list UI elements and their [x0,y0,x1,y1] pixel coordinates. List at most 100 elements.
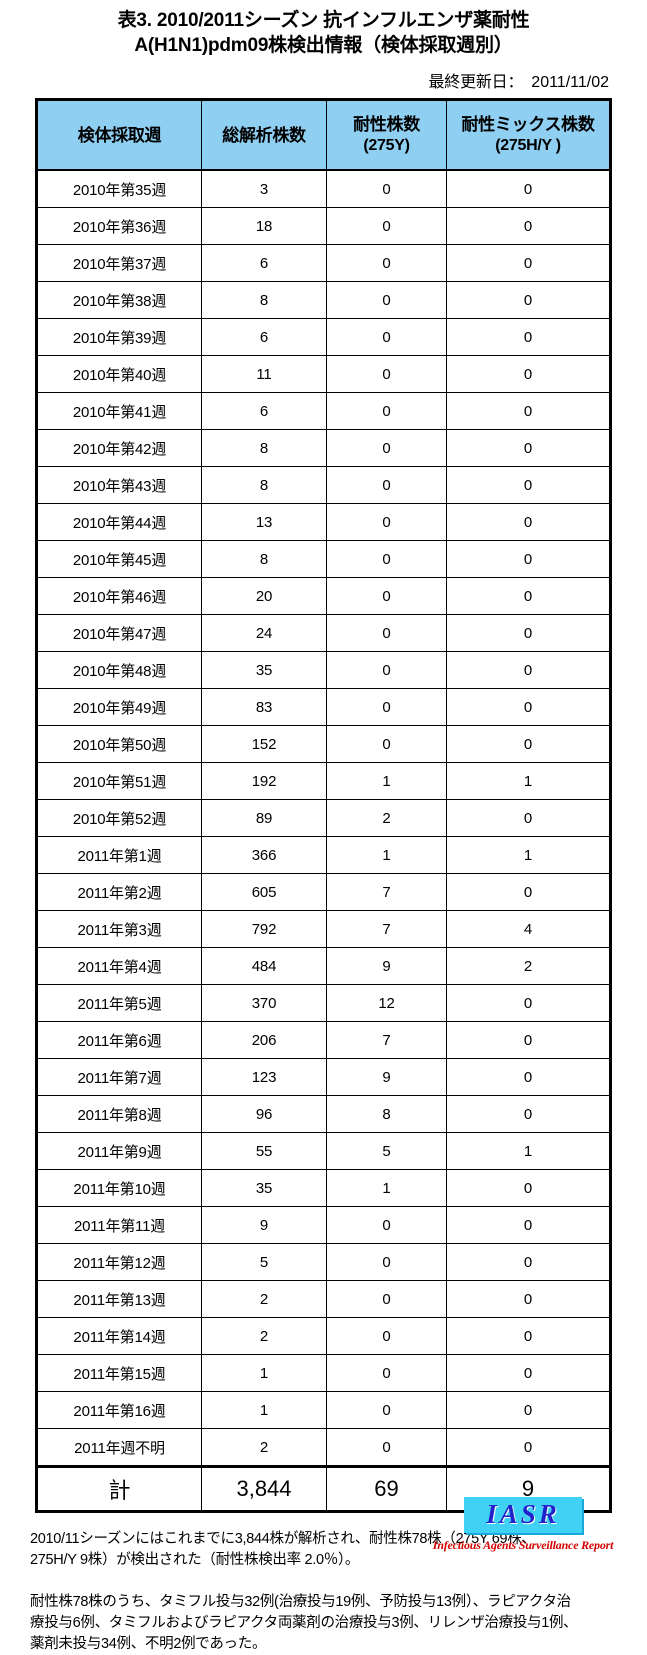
last-updated-label: 最終更新日： [428,74,524,91]
cell-mixed-275hy: 0 [446,725,611,763]
cell-mixed-275hy: 0 [446,1021,611,1059]
cell-total-analyzed: 6 [201,244,327,282]
cell-total-analyzed: 9 [201,1206,327,1244]
cell-total-analyzed: 8 [201,540,327,578]
cell-resistant-275y: 7 [326,910,447,948]
cell-mixed-275hy: 0 [446,1169,611,1207]
cell-week: 2011年第4週 [36,947,202,985]
cell-week: 2011年第2週 [36,873,202,911]
cell-mixed-275hy: 0 [446,540,611,578]
cell-resistant-275y: 7 [326,1021,447,1059]
table-row: 2011年第15週 1 0 0 [36,1354,611,1392]
cell-mixed-275hy: 0 [446,984,611,1022]
cell-mixed-275hy: 0 [446,1243,611,1281]
column-header-total-analyzed: 総解析株数 [201,99,327,171]
cell-resistant-275y: 0 [326,1354,447,1392]
cell-mixed-275hy: 1 [446,762,611,800]
cell-total-analyzed: 8 [201,281,327,319]
cell-mixed-275hy: 0 [446,1428,611,1467]
cell-total-analyzed: 605 [201,873,327,911]
column-header-mixed-275hy: 耐性ミックス株数 (275H/Y ) [446,99,611,171]
cell-resistant-275y: 0 [326,466,447,504]
cell-total-analyzed: 35 [201,651,327,689]
cell-total-analyzed: 83 [201,688,327,726]
cell-mixed-275hy: 0 [446,688,611,726]
cell-total-analyzed: 89 [201,799,327,837]
cell-total-analyzed: 1 [201,1354,327,1392]
cell-total-analyzed: 206 [201,1021,327,1059]
cell-total-analyzed: 192 [201,762,327,800]
cell-mixed-275hy: 0 [446,392,611,430]
last-updated-value: 2011/11/02 [531,74,609,91]
table-row: 2011年第12週 5 0 0 [36,1243,611,1281]
table-row: 2010年第35週 3 0 0 [36,169,611,208]
cell-week: 2011年第11週 [36,1206,202,1244]
cell-total-analyzed: 2 [201,1317,327,1355]
cell-week: 2011年第1週 [36,836,202,874]
cell-total-analyzed: 123 [201,1058,327,1096]
table-row: 2010年第51週 192 1 1 [36,762,611,800]
cell-resistant-275y: 1 [326,1169,447,1207]
page-title-line-2: A(H1N1)pdm09株検出情報（検体採取週別） [134,35,513,56]
cell-total-analyzed: 152 [201,725,327,763]
table-row: 2011年第9週 55 5 1 [36,1132,611,1170]
cell-resistant-275y: 1 [326,762,447,800]
footnote-1-line-1: 2010/11シーズンにはこれまでに3,844株が解析され、耐性株78株（275… [30,1531,536,1547]
cell-week: 2011年第9週 [36,1132,202,1170]
column-header-week-main: 検体採取週 [77,125,162,145]
cell-week: 2010年第45週 [36,540,202,578]
cell-mixed-275hy: 0 [446,503,611,541]
cell-total-analyzed: 55 [201,1132,327,1170]
column-header-resistant-275y-main: 耐性株数 [353,115,420,134]
cell-resistant-275y: 0 [326,577,447,615]
cell-week: 2011年第14週 [36,1317,202,1355]
cell-week: 2010年第38週 [36,281,202,319]
cell-resistant-275y: 7 [326,873,447,911]
iasr-logo: IASR Infectious Agents Surveillance Repo… [408,1497,638,1553]
cell-total-analyzed: 11 [201,355,327,393]
cell-week: 2010年第41週 [36,392,202,430]
cell-mixed-275hy: 1 [446,1132,611,1170]
surveillance-table: 検体採取週 総解析株数 耐性株数 (275Y) 耐性ミックス株数 (275H/Y… [35,98,612,1513]
cell-total-analyzed: 13 [201,503,327,541]
cell-week: 2011年第8週 [36,1095,202,1133]
footnote-paragraph-2: 耐性株78株のうち、タミフル投与32例(治療投与19例、予防投与13例）、ラピア… [30,1592,620,1655]
table-row: 2011年週不明 2 0 0 [36,1428,611,1467]
table-row: 2010年第39週 6 0 0 [36,318,611,356]
iasr-logo-box: IASR [464,1497,582,1533]
cell-mixed-275hy: 0 [446,355,611,393]
column-header-total-analyzed-main: 総解析株数 [222,125,306,145]
table-row: 2010年第42週 8 0 0 [36,429,611,467]
surveillance-table-container: 検体採取週 総解析株数 耐性株数 (275Y) 耐性ミックス株数 (275H/Y… [35,98,612,1513]
cell-mixed-275hy: 1 [446,836,611,874]
footnote-2-line-1: 耐性株78株のうち、タミフル投与32例(治療投与19例、予防投与13例）、ラピア… [30,1594,571,1610]
table-row: 2010年第47週 24 0 0 [36,614,611,652]
cell-resistant-275y: 0 [326,1206,447,1244]
cell-resistant-275y: 0 [326,688,447,726]
cell-resistant-275y: 0 [326,614,447,652]
table-row: 2011年第3週 792 7 4 [36,910,611,948]
cell-resistant-275y: 1 [326,836,447,874]
cell-week: 2011年第5週 [36,984,202,1022]
cell-resistant-275y: 0 [326,392,447,430]
cell-total-analyzed: 366 [201,836,327,874]
cell-week: 2010年第47週 [36,614,202,652]
cell-total-analyzed: 792 [201,910,327,948]
cell-week: 2011年第6週 [36,1021,202,1059]
cell-resistant-275y: 0 [326,429,447,467]
table-row: 2010年第50週 152 0 0 [36,725,611,763]
cell-week: 2010年第35週 [36,169,202,208]
cell-total-analyzed: 6 [201,392,327,430]
last-updated: 最終更新日： 2011/11/02 [0,68,647,92]
table-row: 2011年第14週 2 0 0 [36,1317,611,1355]
cell-resistant-275y: 0 [326,318,447,356]
total-analyzed-sum: 3,844 [201,1465,327,1512]
footnote-spacer [30,1571,620,1592]
cell-mixed-275hy: 0 [446,1317,611,1355]
cell-week: 2010年第42週 [36,429,202,467]
table-row: 2010年第41週 6 0 0 [36,392,611,430]
cell-resistant-275y: 9 [326,947,447,985]
table-row: 2010年第44週 13 0 0 [36,503,611,541]
cell-total-analyzed: 1 [201,1391,327,1429]
cell-mixed-275hy: 0 [446,577,611,615]
